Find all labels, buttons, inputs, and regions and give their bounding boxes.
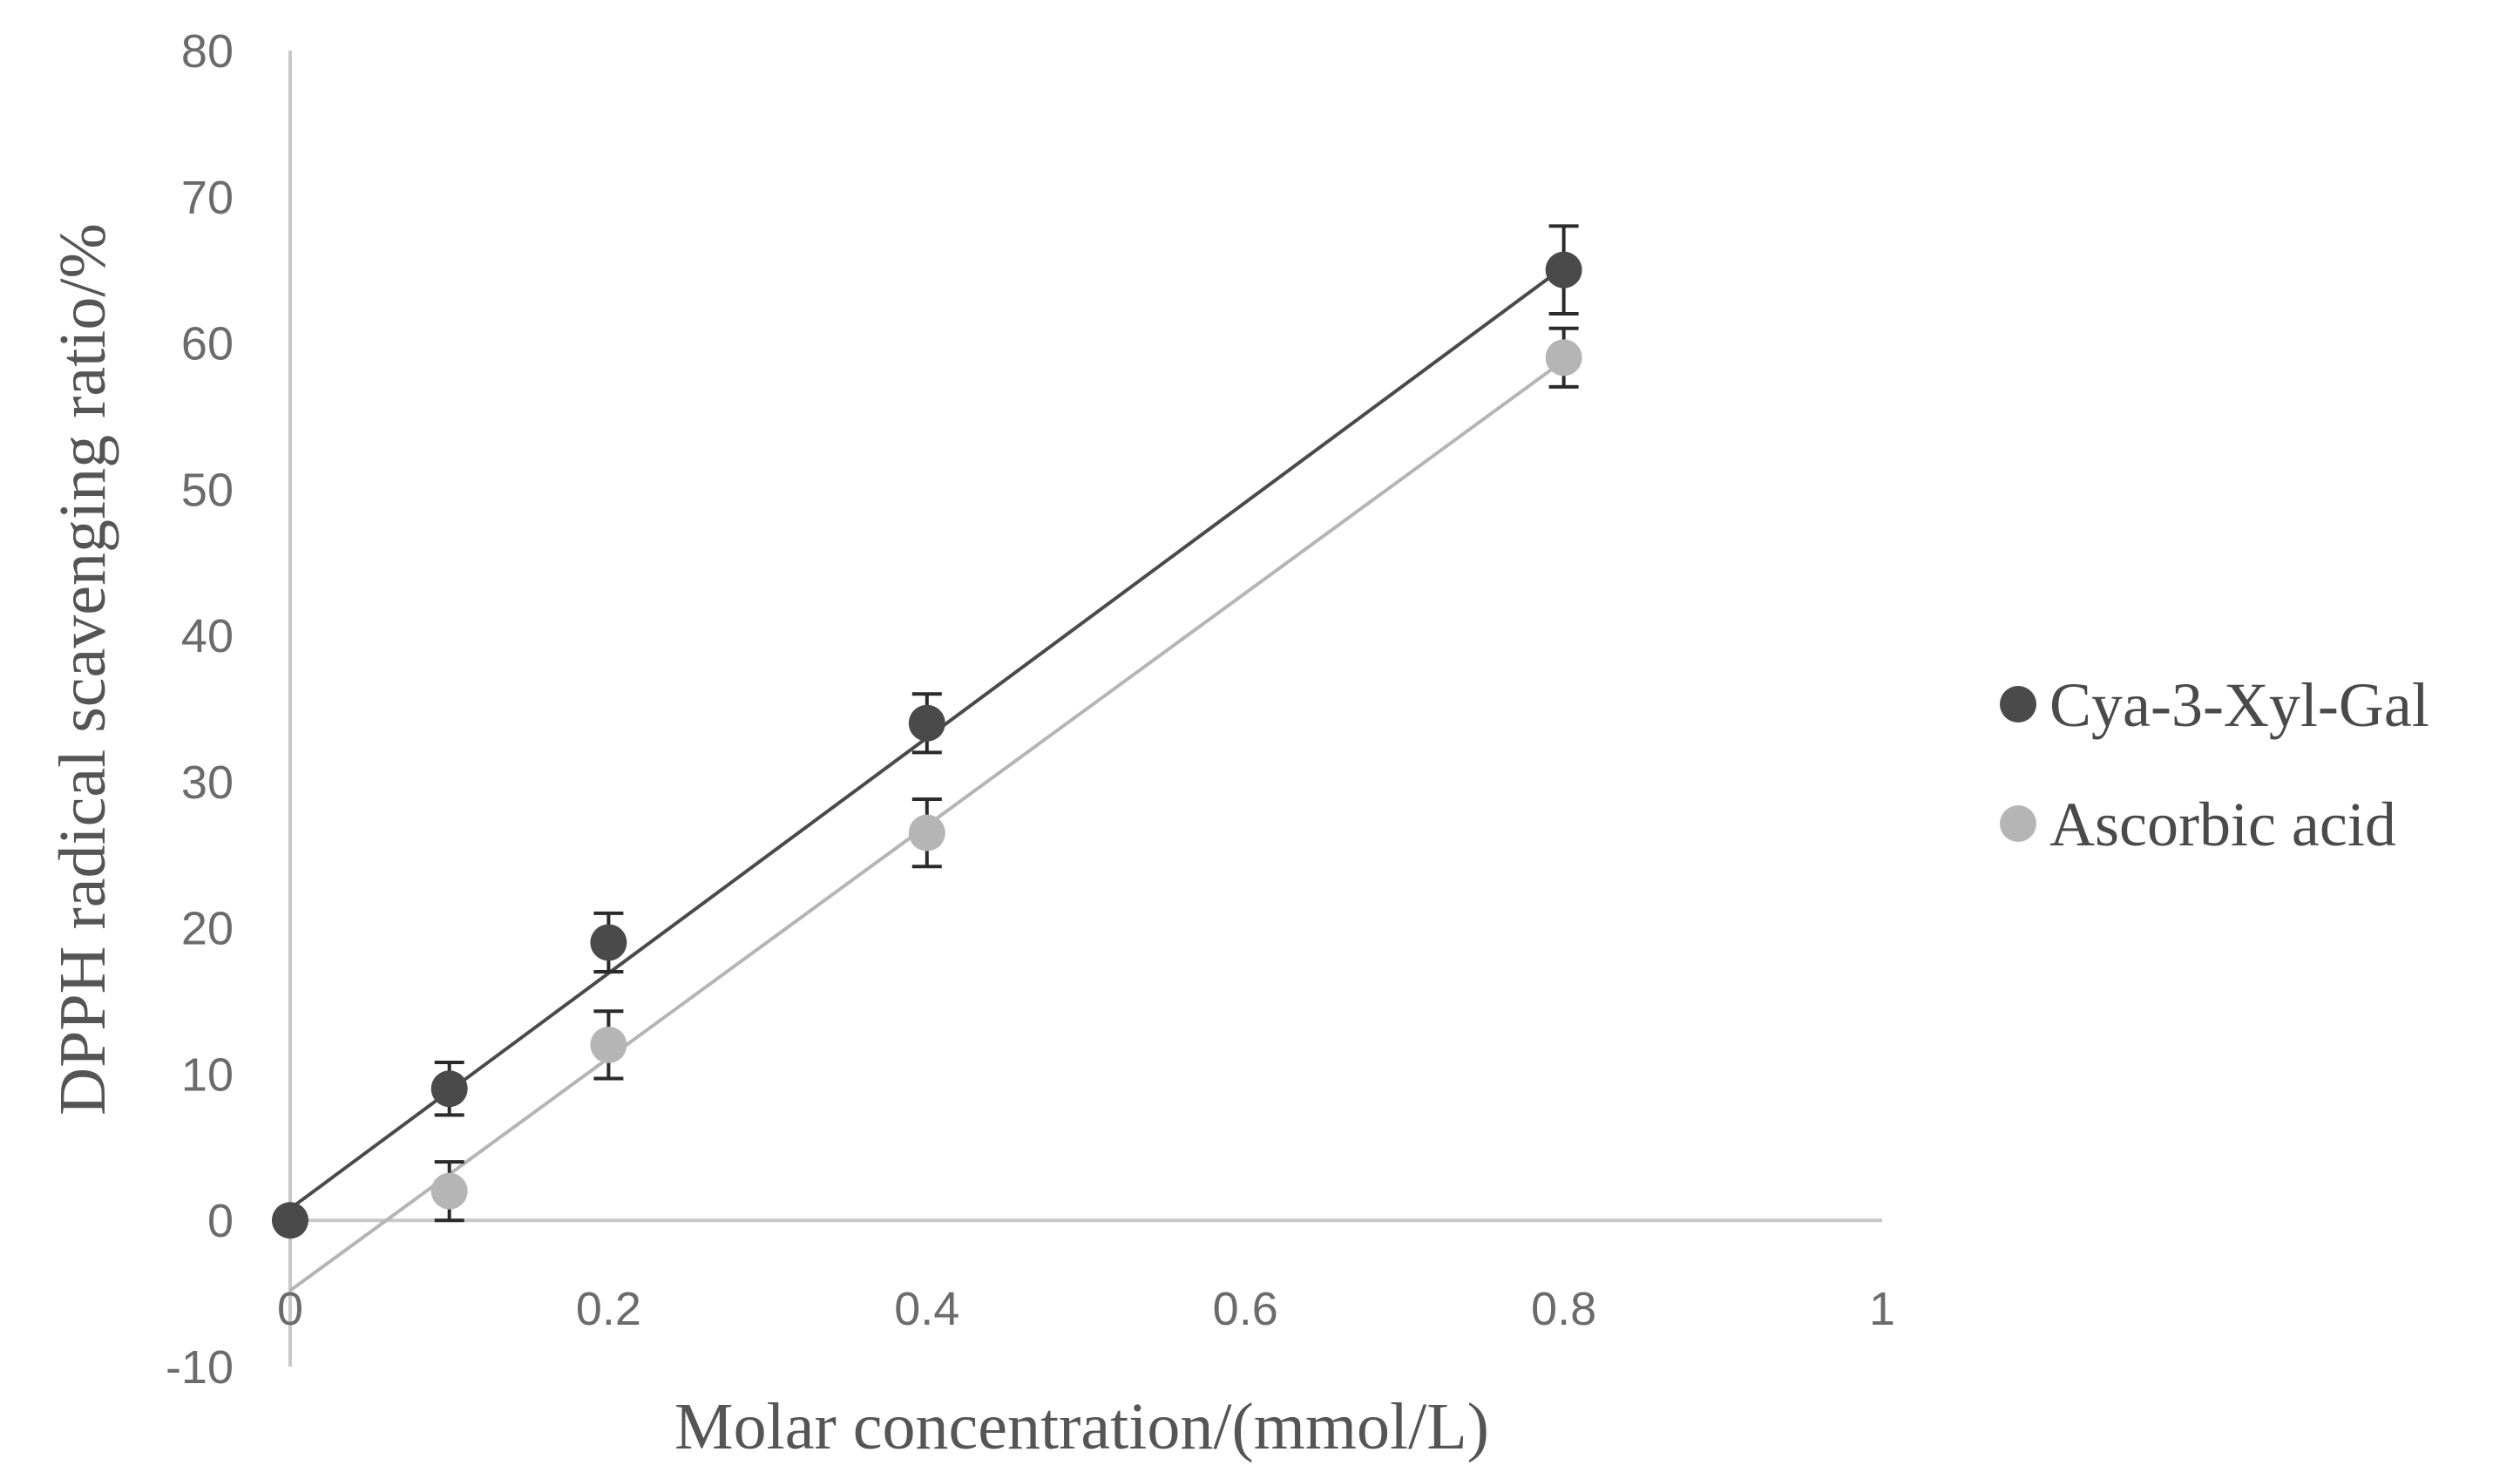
y-tick-label: 20 <box>181 903 234 955</box>
data-point <box>430 1070 468 1108</box>
y-axis-title: DPPH radical scavenging ratio/% <box>46 223 119 1116</box>
y-tick-label: 40 <box>181 610 234 662</box>
x-tick-label: 0 <box>277 1283 303 1335</box>
y-tick-label: -10 <box>166 1341 234 1394</box>
legend: Cya-3-Xyl-Gal Ascorbic acid <box>2000 670 2429 859</box>
y-tick-label: 30 <box>181 756 234 809</box>
x-tick-label: 0.2 <box>576 1283 641 1335</box>
y-tick-label: 0 <box>207 1195 234 1247</box>
y-tick-label: 60 <box>181 318 234 370</box>
data-point <box>272 1202 308 1239</box>
y-tick-label: 70 <box>181 172 234 224</box>
legend-marker <box>2000 805 2036 842</box>
x-axis-title: Molar concentration/(mmol/L) <box>674 1390 1489 1463</box>
x-tick-label: 0.4 <box>894 1283 959 1335</box>
series-2 <box>288 326 1582 1292</box>
data-point <box>590 924 627 961</box>
y-tick-label: 50 <box>181 464 234 516</box>
axes: -10 0 10 20 30 40 50 60 70 80 0 0.2 0.4 0.6 0.8 1 Molar … <box>46 25 1895 1463</box>
x-tick-label: 1 <box>1869 1283 1895 1335</box>
legend-label: Ascorbic acid <box>2049 790 2396 859</box>
y-tick-label: 80 <box>181 25 234 78</box>
data-point <box>908 704 945 742</box>
data-point <box>908 814 945 851</box>
x-tick-label: 0.8 <box>1531 1283 1596 1335</box>
series-1 <box>272 224 1582 1239</box>
data-point <box>430 1172 468 1210</box>
x-tick-label: 0.6 <box>1213 1283 1278 1335</box>
series-group <box>272 224 1582 1292</box>
y-tick-label: 10 <box>181 1048 234 1101</box>
legend-marker <box>2000 686 2036 723</box>
legend-label: Cya-3-Xyl-Gal <box>2049 670 2429 740</box>
data-point <box>590 1026 627 1063</box>
data-point <box>1545 339 1582 377</box>
data-point <box>1545 251 1582 288</box>
